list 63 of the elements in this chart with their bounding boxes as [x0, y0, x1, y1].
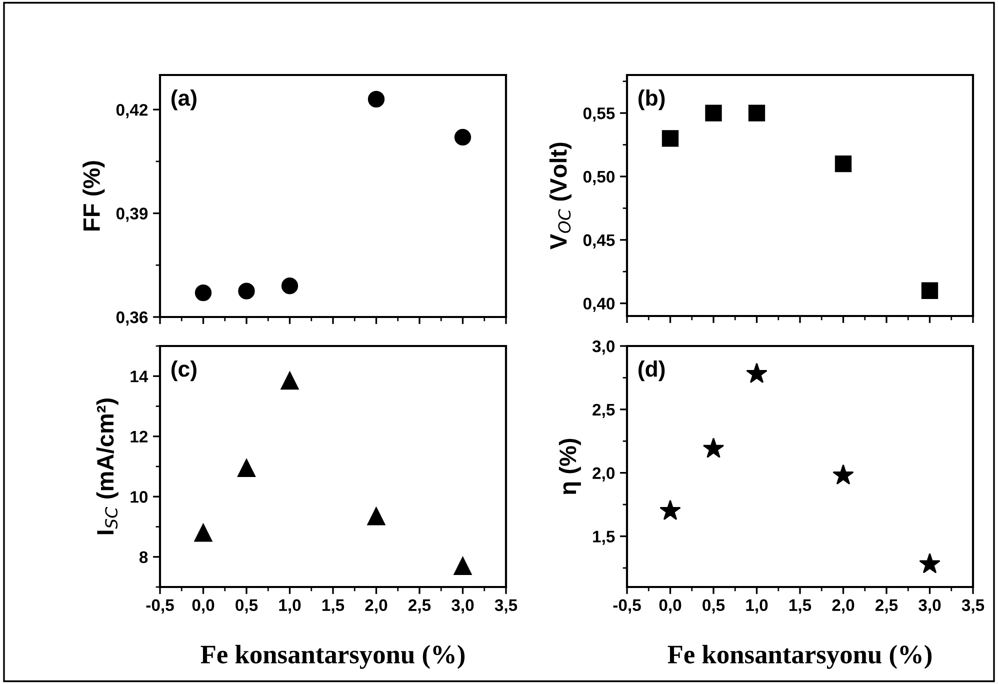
- y-tick-label: 0,40: [583, 298, 615, 312]
- point: [660, 500, 681, 520]
- x-tick-label: 3,0: [452, 599, 474, 614]
- point: [748, 104, 766, 122]
- x-tick-label: 3,5: [962, 599, 984, 614]
- y-tick-label: 0,55: [583, 107, 615, 122]
- point: [746, 362, 768, 384]
- y-tick-label: 10: [130, 491, 148, 503]
- annotation: (b): [638, 89, 665, 110]
- point: [194, 284, 212, 302]
- annotation: (d): [638, 360, 665, 382]
- y-tick-label: 12: [130, 430, 148, 442]
- x-tick-label: 0,0: [659, 599, 682, 614]
- x-tick-label: 2,0: [832, 599, 854, 614]
- point: [702, 438, 724, 458]
- annotation: (a): [171, 90, 196, 110]
- y-tick-label: 8: [139, 551, 148, 564]
- point: [194, 524, 212, 542]
- x-tick-label: 2,5: [408, 599, 431, 614]
- point: [238, 282, 255, 300]
- point: [921, 282, 938, 299]
- y-tick-label: 0,42: [116, 104, 148, 118]
- x-tick-label: 3,5: [494, 599, 518, 614]
- x-tick-label: -0,5: [146, 599, 174, 614]
- x-tick-label: 2,0: [365, 599, 388, 614]
- y-tick-label: 0,36: [116, 311, 148, 326]
- point: [834, 155, 852, 172]
- y-tick-label: 0,39: [116, 208, 148, 222]
- point: [237, 458, 256, 478]
- point: [367, 507, 386, 526]
- annotation: (c): [171, 360, 196, 382]
- y-axis-title: I$_{SC}$ (mA/cm²): [96, 398, 118, 534]
- y-tick-label: 0,50: [583, 170, 615, 186]
- point: [919, 553, 940, 574]
- x-tick-label: 0,5: [702, 599, 725, 614]
- point: [368, 90, 385, 108]
- x-tick-label: -0,5: [613, 599, 641, 614]
- y-axis-title: FF (%): [82, 161, 105, 230]
- y-tick-label: 2,0: [592, 467, 615, 482]
- x-tick-label: 0,5: [236, 599, 258, 614]
- x-tick-label: 0,0: [192, 599, 214, 614]
- point: [280, 372, 299, 390]
- point: [281, 278, 298, 294]
- point: [454, 128, 472, 146]
- y-tick-label: 2,5: [592, 404, 615, 418]
- y-tick-label: 14: [130, 370, 148, 382]
- x-tick-label: 1,5: [789, 599, 812, 614]
- point: [662, 130, 679, 147]
- x-tick-label: 3,0: [918, 599, 941, 614]
- y-tick-label: 1,5: [593, 530, 615, 545]
- x-tick-label: 1,0: [746, 599, 768, 614]
- x-tick-label: 1,0: [279, 599, 301, 614]
- point: [705, 104, 722, 122]
- x-axis-title: Fe konsantarsyonu (%): [668, 644, 932, 669]
- x-axis-title: Fe konsantarsyonu (%): [200, 644, 465, 669]
- y-axis-title: η (%): [558, 438, 581, 494]
- x-tick-label: 1,5: [322, 599, 344, 614]
- x-tick-label: 2,5: [875, 599, 898, 614]
- point: [454, 556, 472, 575]
- y-tick-label: 0,45: [583, 234, 615, 249]
- y-axis-title: V$_{OC}$ (Volt): [549, 142, 572, 250]
- y-tick-label: 3,0: [592, 340, 615, 355]
- point: [832, 464, 854, 484]
